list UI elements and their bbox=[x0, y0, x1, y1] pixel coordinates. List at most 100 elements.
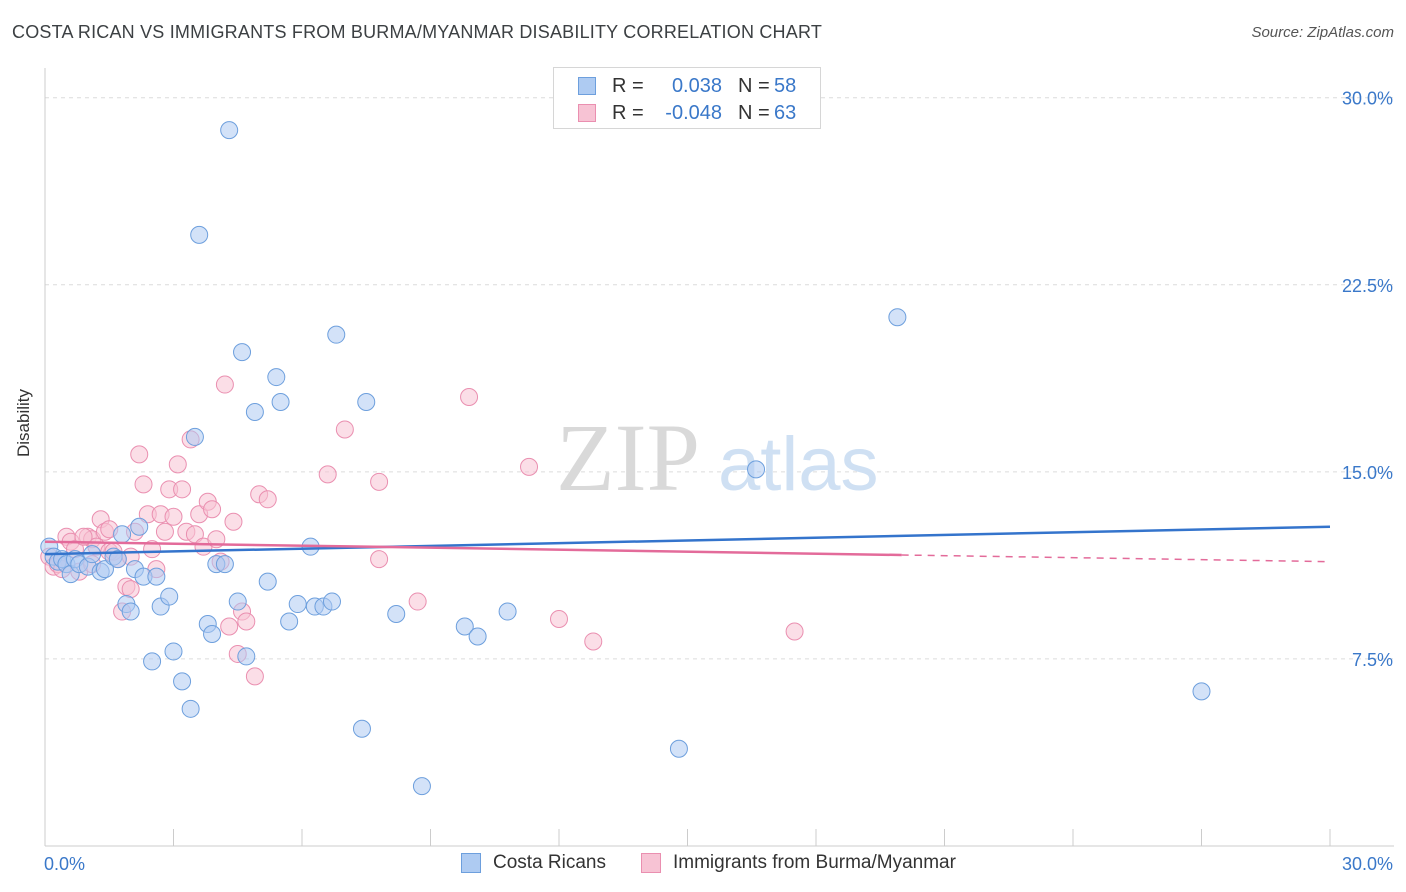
y-tick-label: 7.5% bbox=[1352, 650, 1393, 670]
series-costa-ricans-points bbox=[40, 121, 1211, 796]
x-tick-label: 0.0% bbox=[44, 854, 85, 874]
data-point-costa-ricans bbox=[357, 393, 376, 412]
x-tick-labels: 0.0% 30.0% bbox=[44, 854, 1393, 874]
watermark: ZIP atlas bbox=[556, 404, 879, 511]
legend-label-immigrants: Immigrants from Burma/Myanmar bbox=[673, 852, 956, 873]
legend-swatch-pink bbox=[578, 104, 596, 122]
data-point-costa-ricans bbox=[747, 460, 766, 479]
data-point-immigrants bbox=[785, 622, 804, 641]
data-point-immigrants bbox=[584, 632, 603, 651]
data-point-immigrants bbox=[215, 375, 234, 394]
data-point-costa-ricans bbox=[215, 555, 234, 574]
stats-legend: R = 0.038 N = 58 R = -0.048 N = 63 bbox=[553, 67, 821, 129]
legend-n-value: 63 bbox=[774, 101, 797, 124]
data-point-immigrants bbox=[130, 445, 149, 464]
data-point-costa-ricans bbox=[327, 325, 346, 344]
data-point-immigrants bbox=[203, 500, 222, 519]
legend-r-label: R = bbox=[612, 101, 644, 124]
y-tick-labels: 7.5% 15.0% 22.5% 30.0% bbox=[1342, 89, 1393, 670]
data-point-costa-ricans bbox=[164, 642, 183, 661]
x-tick-label: 30.0% bbox=[1342, 854, 1393, 874]
data-point-immigrants bbox=[370, 472, 389, 491]
legend-r-label: R = bbox=[612, 74, 644, 97]
data-point-costa-ricans bbox=[271, 393, 290, 412]
data-point-costa-ricans bbox=[322, 592, 341, 611]
legend-n-label: N = bbox=[738, 74, 770, 97]
watermark-zip: ZIP bbox=[556, 404, 700, 511]
data-point-costa-ricans bbox=[113, 525, 132, 544]
data-point-costa-ricans bbox=[288, 595, 307, 614]
data-point-immigrants bbox=[245, 667, 264, 686]
data-point-costa-ricans bbox=[352, 719, 371, 738]
data-point-costa-ricans bbox=[233, 343, 252, 362]
data-point-costa-ricans bbox=[160, 587, 179, 606]
data-point-costa-ricans bbox=[147, 567, 166, 586]
data-point-costa-ricans bbox=[220, 121, 239, 140]
data-point-costa-ricans bbox=[258, 572, 277, 591]
series-legend: Costa Ricans Immigrants from Burma/Myanm… bbox=[0, 852, 1406, 876]
legend-r-value: -0.048 bbox=[665, 101, 722, 124]
data-point-immigrants bbox=[224, 512, 243, 531]
data-point-costa-ricans bbox=[412, 777, 431, 796]
y-tick-label: 15.0% bbox=[1342, 463, 1393, 483]
data-point-costa-ricans bbox=[203, 624, 222, 643]
data-point-costa-ricans bbox=[669, 739, 688, 758]
data-point-immigrants bbox=[134, 475, 153, 494]
legend-item-costa-ricans[interactable]: Costa Ricans bbox=[461, 852, 606, 874]
data-point-immigrants bbox=[168, 455, 187, 474]
data-point-costa-ricans bbox=[237, 647, 256, 666]
legend-r-value: 0.038 bbox=[671, 74, 722, 97]
legend-swatch-blue bbox=[461, 853, 481, 873]
data-point-immigrants bbox=[258, 490, 277, 509]
data-point-immigrants bbox=[370, 550, 389, 569]
legend-label-costa-ricans: Costa Ricans bbox=[493, 852, 606, 873]
data-point-immigrants bbox=[74, 527, 93, 546]
legend-swatch-pink bbox=[641, 853, 661, 873]
trend-line-costa-ricans bbox=[44, 525, 1331, 556]
axes bbox=[44, 68, 1394, 847]
data-point-costa-ricans bbox=[468, 627, 487, 646]
data-point-costa-ricans bbox=[95, 560, 114, 579]
legend-item-immigrants[interactable]: Immigrants from Burma/Myanmar bbox=[641, 852, 956, 874]
data-point-immigrants bbox=[318, 465, 337, 484]
data-point-immigrants bbox=[520, 457, 539, 476]
data-point-immigrants bbox=[550, 610, 568, 629]
data-point-costa-ricans bbox=[130, 517, 149, 536]
data-point-immigrants bbox=[460, 388, 479, 407]
data-point-costa-ricans bbox=[108, 550, 127, 569]
trend-line-immigrants bbox=[44, 540, 902, 557]
watermark-atlas: atlas bbox=[718, 422, 879, 507]
data-point-costa-ricans bbox=[190, 225, 209, 244]
trend-line-immigrants-extrapolated bbox=[901, 554, 1331, 563]
data-point-costa-ricans bbox=[121, 602, 140, 621]
data-point-immigrants bbox=[155, 522, 174, 541]
trend-lines bbox=[44, 525, 1331, 563]
data-point-immigrants bbox=[185, 525, 204, 544]
legend-n-value: 58 bbox=[774, 74, 797, 97]
data-point-costa-ricans bbox=[387, 605, 406, 624]
data-point-costa-ricans bbox=[1192, 682, 1211, 701]
data-point-costa-ricans bbox=[888, 308, 907, 327]
data-point-costa-ricans bbox=[173, 672, 192, 691]
data-point-costa-ricans bbox=[498, 602, 517, 621]
data-point-costa-ricans bbox=[245, 402, 264, 421]
gridlines bbox=[45, 97, 1394, 660]
data-point-costa-ricans bbox=[280, 612, 299, 631]
data-point-costa-ricans bbox=[455, 617, 474, 636]
legend-n-label: N = bbox=[738, 101, 770, 124]
data-point-immigrants bbox=[408, 592, 427, 611]
chart-title: COSTA RICAN VS IMMIGRANTS FROM BURMA/MYA… bbox=[12, 22, 823, 42]
data-point-immigrants bbox=[164, 507, 183, 526]
y-tick-label: 30.0% bbox=[1342, 89, 1393, 109]
data-point-costa-ricans bbox=[185, 427, 204, 446]
data-point-immigrants bbox=[220, 617, 239, 636]
data-point-costa-ricans bbox=[267, 368, 286, 387]
legend-row-immigrants: R = -0.048 N = 63 bbox=[578, 100, 796, 126]
data-point-immigrants bbox=[143, 540, 162, 559]
data-point-immigrants bbox=[335, 420, 354, 439]
y-tick-label: 22.5% bbox=[1342, 276, 1393, 296]
data-point-immigrants bbox=[121, 580, 140, 599]
data-point-immigrants bbox=[173, 480, 192, 499]
legend-row-costa-ricans: R = 0.038 N = 58 bbox=[578, 73, 796, 99]
